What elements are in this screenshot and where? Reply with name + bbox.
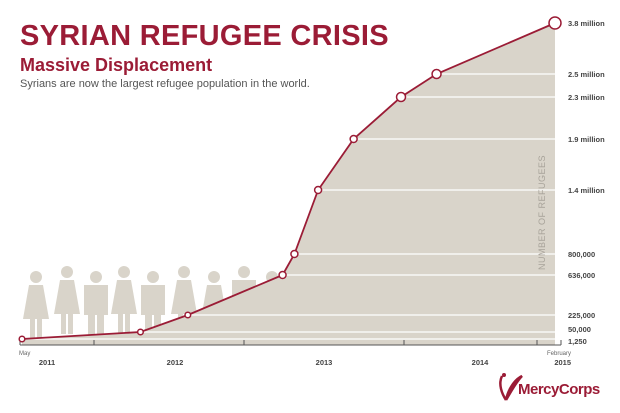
body (84, 285, 108, 341)
page-title: SYRIAN REFUGEE CRISIS (20, 20, 389, 52)
body (23, 285, 49, 339)
data-point (349, 134, 358, 144)
y-tick-label: 2.5 million (568, 70, 605, 79)
data-point (278, 270, 287, 280)
head (118, 266, 130, 278)
data-point (184, 311, 192, 319)
y-tick-label: 1.4 million (568, 186, 605, 195)
svg-text:MercyCorps: MercyCorps (518, 381, 600, 398)
body (54, 280, 80, 334)
page-subtitle: Massive Displacement (20, 55, 213, 75)
body (111, 280, 137, 334)
x-start-label: May (19, 351, 30, 357)
y-tick-label: 1,250 (568, 337, 587, 346)
data-point (136, 328, 144, 336)
y-tick-label: 636,000 (568, 271, 595, 280)
female-figure-icon (54, 266, 80, 334)
x-year-label: 2013 (316, 358, 333, 367)
y-tick-label: 3.8 million (568, 19, 605, 28)
data-line (21, 22, 556, 340)
head (30, 271, 42, 283)
data-point (18, 335, 26, 343)
page-description: Syrians are now the largest refugee popu… (20, 78, 310, 90)
x-year-label: 2012 (167, 358, 184, 367)
y-tick-label: 1.9 million (568, 135, 605, 144)
head (208, 271, 220, 283)
female-figure-icon (111, 266, 137, 334)
mercycorps-logo: MercyCorps (499, 373, 600, 401)
x-year-label: 2015 (554, 358, 571, 367)
head (61, 266, 73, 278)
female-figure-icon (23, 271, 49, 339)
male-figure-icon (84, 271, 108, 341)
data-point (313, 185, 323, 195)
head (238, 266, 250, 278)
head (178, 266, 190, 278)
data-point (395, 91, 407, 103)
body (171, 280, 197, 334)
x-year-label: 2014 (472, 358, 490, 367)
data-point (431, 68, 442, 80)
y-tick-label: 800,000 (568, 250, 595, 259)
data-point (548, 16, 562, 30)
x-year-label: 2011 (39, 358, 55, 367)
y-tick-label: 2.3 million (568, 93, 605, 102)
y-tick-label: 225,000 (568, 311, 595, 320)
area-fill (22, 23, 555, 345)
x-end-label: February (547, 351, 571, 357)
head (147, 271, 159, 283)
head (90, 271, 102, 283)
y-axis-label: NUMBER OF REFUGEES (537, 155, 547, 270)
y-tick-label: 50,000 (568, 325, 591, 334)
data-point (290, 249, 299, 259)
female-figure-icon (171, 266, 197, 334)
